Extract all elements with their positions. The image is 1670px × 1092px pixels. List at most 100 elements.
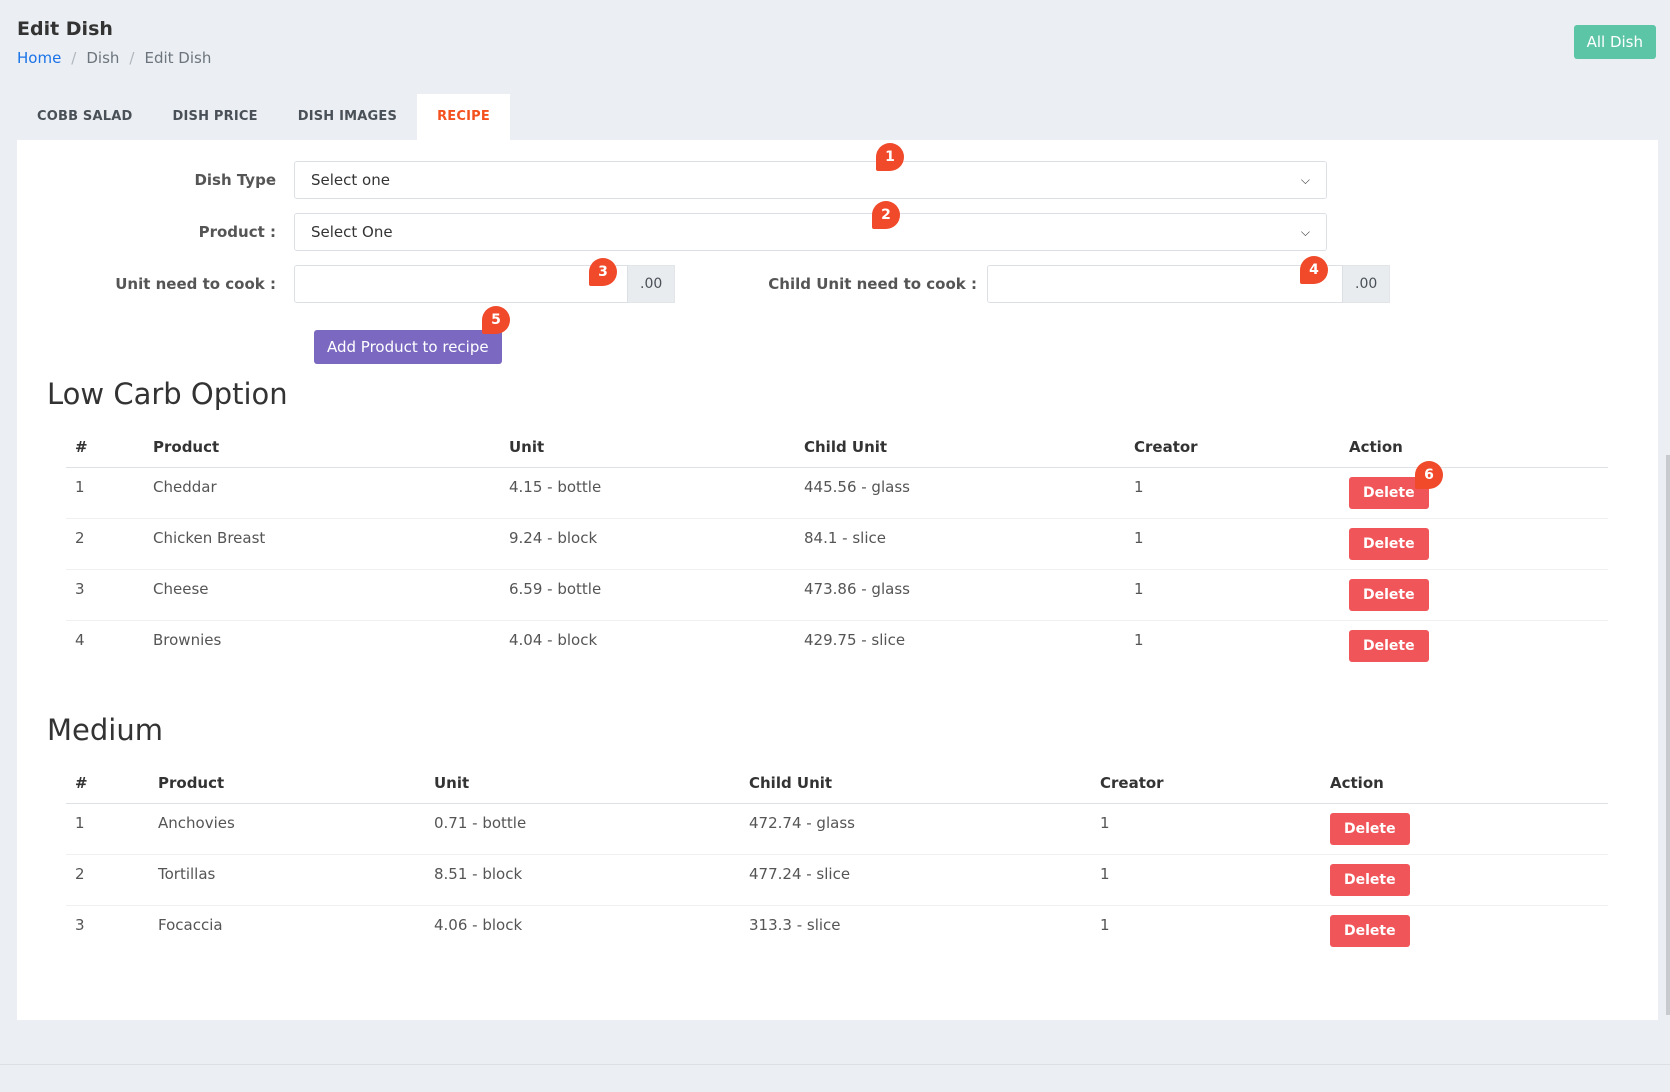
delete-button[interactable]: Delete — [1349, 578, 1429, 611]
product-label: Product : — [198, 223, 276, 241]
table-row: 4 Brownies 4.04 - block 429.75 - slice 1… — [66, 620, 1608, 671]
row-action: Delete — [1340, 620, 1608, 671]
row-product: Brownies — [153, 630, 222, 649]
all-dish-button[interactable]: All Dish — [1573, 25, 1656, 59]
row-number: 2 — [66, 518, 144, 570]
row-number: 4 — [75, 630, 85, 649]
delete-button[interactable]: Delete — [1330, 863, 1410, 896]
low-carb-table: # Product Unit Child Unit Creator Action… — [66, 427, 1608, 671]
tab-recipe[interactable]: RECIPE — [417, 94, 510, 140]
dish-type-label: Dish Type — [194, 171, 276, 189]
delete-button[interactable]: Delete — [1349, 629, 1429, 662]
column-header-unit: Unit — [425, 763, 740, 804]
row-product: Cheese — [144, 569, 500, 621]
breadcrumb-separator: / — [71, 49, 77, 67]
row-action: Delete — [1321, 854, 1608, 906]
tab-bar: COBB SALAD DISH PRICE DISH IMAGES RECIPE — [17, 94, 510, 140]
annotation-marker-2: 2 — [872, 201, 900, 229]
delete-button[interactable]: Delete — [1349, 527, 1429, 560]
row-unit: 8.51 - block — [425, 854, 740, 906]
breadcrumb: Home / Dish / Edit Dish — [17, 49, 211, 67]
section-title-medium: Medium — [47, 713, 163, 747]
row-child-unit: 445.56 - glass — [795, 467, 1125, 519]
column-header-child-unit: Child Unit — [795, 427, 1125, 468]
row-number: 1 — [66, 803, 149, 855]
row-unit: 9.24 - block — [500, 518, 795, 570]
breadcrumb-dish: Dish — [86, 49, 120, 67]
child-unit-input[interactable] — [987, 265, 1343, 303]
dish-type-value: Select one — [311, 171, 390, 189]
unit-row: Unit need to cook : .00 — [17, 265, 676, 303]
row-unit: 4.06 - block — [434, 915, 523, 934]
row-product: Tortillas — [149, 854, 425, 906]
row-child-unit: 84.1 - slice — [795, 518, 1125, 570]
row-child-unit: 313.3 - slice — [749, 915, 841, 934]
scrollbar[interactable] — [1666, 455, 1670, 1015]
table-row: 1 Anchovies 0.71 - bottle 472.74 - glass… — [66, 803, 1608, 855]
column-header-unit: Unit — [500, 427, 795, 468]
table-row: 3 Cheese 6.59 - bottle 473.86 - glass 1 … — [66, 569, 1608, 621]
row-creator: 1 — [1125, 569, 1340, 621]
row-action: Delete — [1321, 803, 1608, 855]
page-title: Edit Dish — [17, 18, 113, 40]
row-action: Delete — [1340, 569, 1608, 621]
row-unit: 4.15 - bottle — [500, 467, 795, 519]
row-number: 3 — [75, 915, 85, 934]
unit-suffix: .00 — [628, 265, 676, 303]
row-action: Delete — [1340, 518, 1608, 570]
column-header-product: Product — [144, 427, 500, 468]
table-row: 1 Cheddar 4.15 - bottle 445.56 - glass 1… — [66, 467, 1608, 519]
row-creator: 1 — [1125, 518, 1340, 570]
row-creator: 1 — [1100, 915, 1110, 934]
row-action: Delete — [1321, 905, 1608, 956]
row-number: 3 — [66, 569, 144, 621]
dish-type-row: Dish Type Select one ⌵ — [17, 161, 1327, 199]
dish-type-select[interactable]: Select one ⌵ — [294, 161, 1327, 199]
recipe-card: Dish Type Select one ⌵ Product : Select … — [17, 140, 1658, 1020]
row-product: Cheddar — [144, 467, 500, 519]
annotation-marker-1: 1 — [876, 143, 904, 171]
tab-dish-price[interactable]: DISH PRICE — [172, 109, 258, 124]
row-creator: 1 — [1091, 803, 1321, 855]
tab-dish-images[interactable]: DISH IMAGES — [297, 109, 398, 124]
row-number: 1 — [66, 467, 144, 519]
row-unit: 0.71 - bottle — [425, 803, 740, 855]
row-product: Focaccia — [158, 915, 223, 934]
annotation-marker-3: 3 — [589, 258, 617, 286]
chevron-down-icon: ⌵ — [1300, 224, 1310, 239]
child-unit-label: Child Unit need to cook : — [768, 275, 977, 293]
delete-button[interactable]: Delete — [1330, 914, 1410, 947]
product-row: Product : Select One ⌵ — [17, 213, 1327, 251]
column-header-product: Product — [149, 763, 425, 804]
breadcrumb-home-link[interactable]: Home — [17, 49, 62, 67]
unit-input-group: .00 — [294, 265, 676, 303]
row-product: Chicken Breast — [144, 518, 500, 570]
product-select[interactable]: Select One ⌵ — [294, 213, 1327, 251]
annotation-marker-6: 6 — [1415, 461, 1443, 489]
breadcrumb-edit-dish: Edit Dish — [144, 49, 212, 67]
row-child-unit: 477.24 - slice — [740, 854, 1091, 906]
chevron-down-icon: ⌵ — [1300, 172, 1310, 187]
row-unit: 6.59 - bottle — [500, 569, 795, 621]
delete-button[interactable]: Delete — [1330, 812, 1410, 845]
row-child-unit: 473.86 - glass — [795, 569, 1125, 621]
row-number: 2 — [66, 854, 149, 906]
column-header-creator: Creator — [1125, 427, 1340, 468]
row-child-unit: 472.74 - glass — [740, 803, 1091, 855]
row-creator: 1 — [1125, 467, 1340, 519]
table-header-row: # Product Unit Child Unit Creator Action — [66, 427, 1608, 468]
section-title-low-carb: Low Carb Option — [47, 377, 288, 411]
table-row: 2 Tortillas 8.51 - block 477.24 - slice … — [66, 854, 1608, 906]
row-action: Delete — [1340, 467, 1608, 519]
medium-table: # Product Unit Child Unit Creator Action… — [66, 763, 1608, 956]
unit-input[interactable] — [294, 265, 628, 303]
product-value: Select One — [311, 223, 393, 241]
tab-cobb-salad[interactable]: COBB SALAD — [37, 109, 133, 124]
child-unit-input-group: .00 — [987, 265, 1391, 303]
column-header-action: Action — [1340, 427, 1608, 468]
breadcrumb-separator: / — [129, 49, 135, 67]
table-row: 3 Focaccia 4.06 - block 313.3 - slice 1 … — [66, 905, 1608, 956]
annotation-marker-4: 4 — [1300, 256, 1328, 284]
add-product-to-recipe-button[interactable]: Add Product to recipe — [314, 330, 502, 364]
child-unit-suffix: .00 — [1343, 265, 1391, 303]
